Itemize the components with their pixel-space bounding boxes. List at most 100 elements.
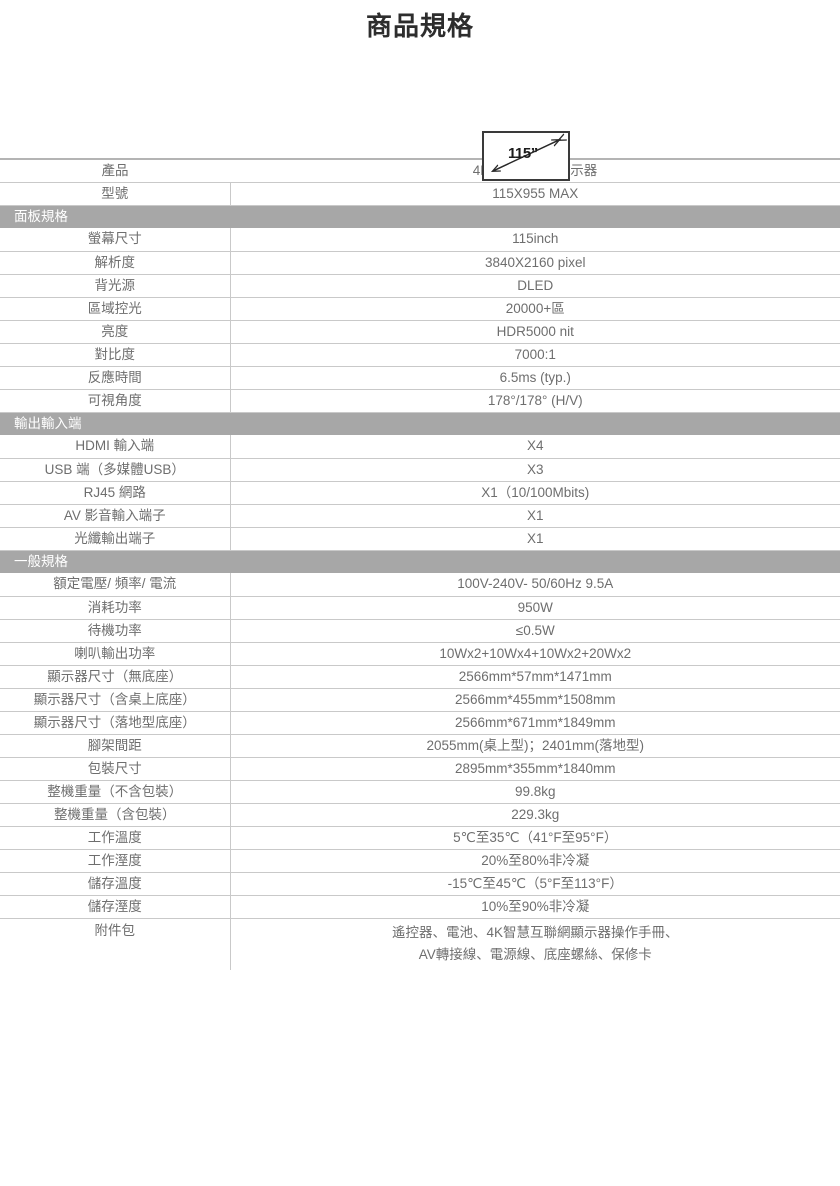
spec-label: 螢幕尺寸 — [0, 228, 230, 252]
table-row: HDMI 輸入端 X4 — [0, 435, 840, 459]
spec-value: 遙控器、電池、4K智慧互聯網顯示器操作手冊、 AV轉接線、電源線、底座螺絲、保修卡 — [229, 918, 840, 970]
spec-value: 950W — [229, 596, 840, 620]
table-row: 儲存溼度 10%至90%非冷凝 — [0, 895, 840, 919]
spec-value: 2895mm*355mm*1840mm — [229, 757, 840, 781]
spec-value: 2566mm*671mm*1849mm — [229, 711, 840, 735]
table-row: 顯示器尺寸（含桌上底座） 2566mm*455mm*1508mm — [0, 688, 840, 712]
spec-value: DLED — [229, 274, 840, 298]
table-row: 附件包 遙控器、電池、4K智慧互聯網顯示器操作手冊、 AV轉接線、電源線、底座螺絲、… — [0, 918, 840, 970]
spec-value: HDR5000 nit — [229, 320, 840, 344]
table-row: 亮度 HDR5000 nit — [0, 320, 840, 344]
spec-label: 對比度 — [0, 343, 230, 367]
table-row: USB 端（多媒體USB） X3 — [0, 458, 840, 482]
spec-value: 115inch — [229, 228, 840, 252]
spec-label: 消耗功率 — [0, 596, 230, 620]
table-row: 解析度 3840X2160 pixel — [0, 251, 840, 275]
spec-value: 7000:1 — [229, 343, 840, 367]
table-row: 包裝尺寸 2895mm*355mm*1840mm — [0, 757, 840, 781]
spec-label: 光纖輸出端子 — [0, 527, 230, 551]
table-row: 顯示器尺寸（無底座） 2566mm*57mm*1471mm — [0, 665, 840, 689]
spec-label: 包裝尺寸 — [0, 757, 230, 781]
table-row: 光纖輸出端子 X1 — [0, 527, 840, 551]
table-row: 腳架間距 2055mm(桌上型)；2401mm(落地型) — [0, 734, 840, 758]
spec-label: 可視角度 — [0, 389, 230, 413]
spec-label: 區域控光 — [0, 297, 230, 321]
spec-label: 背光源 — [0, 274, 230, 298]
table-row: 型號 115X955 MAX — [0, 182, 840, 206]
table-row: 整機重量（含包裝） 229.3kg — [0, 803, 840, 827]
table-row: 待機功率 ≤0.5W — [0, 619, 840, 643]
diagram-area: 115” — [0, 43, 840, 181]
spec-value: X3 — [229, 458, 840, 482]
spec-label: AV 影音輸入端子 — [0, 504, 230, 528]
spec-value: X1（10/100Mbits) — [229, 481, 840, 505]
specification-table: 產品4K智慧互聯網顯示器型號115X955 MAX面板規格螢幕尺寸115inch… — [0, 158, 840, 970]
spec-label: RJ45 網路 — [0, 481, 230, 505]
section-header-row: 面板規格 — [0, 205, 840, 228]
spec-label: 工作溫度 — [0, 826, 230, 850]
table-row: 可視角度 178°/178° (H/V) — [0, 389, 840, 413]
spec-label: 喇叭輸出功率 — [0, 642, 230, 666]
screen-size-diagram: 115” — [482, 131, 570, 181]
table-row: 額定電壓/ 頻率/ 電流 100V-240V- 50/60Hz 9.5A — [0, 573, 840, 597]
spec-label: 額定電壓/ 頻率/ 電流 — [0, 573, 230, 597]
spec-label: 反應時間 — [0, 366, 230, 390]
spec-label: 整機重量（含包裝） — [0, 803, 230, 827]
table-row: 反應時間 6.5ms (typ.) — [0, 366, 840, 390]
spec-value: X1 — [229, 527, 840, 551]
section-header-label: 一般規格 — [0, 550, 840, 573]
spec-value: 178°/178° (H/V) — [229, 389, 840, 413]
spec-value: 10%至90%非冷凝 — [229, 895, 840, 919]
spec-label: 整機重量（不含包裝） — [0, 780, 230, 804]
table-row: RJ45 網路 X1（10/100Mbits) — [0, 481, 840, 505]
spec-value: -15℃至45℃（5°F至113°F） — [229, 872, 840, 896]
section-header-row: 輸出輸入端 — [0, 412, 840, 435]
table-row: 整機重量（不含包裝） 99.8kg — [0, 780, 840, 804]
spec-label: 腳架間距 — [0, 734, 230, 758]
table-row: 儲存溫度 -15℃至45℃（5°F至113°F） — [0, 872, 840, 896]
table-row: AV 影音輸入端子 X1 — [0, 504, 840, 528]
diagonal-arrow-icon — [484, 133, 568, 179]
spec-value: 115X955 MAX — [229, 182, 840, 206]
table-row: 背光源 DLED — [0, 274, 840, 298]
spec-label: 附件包 — [94, 922, 136, 938]
spec-sheet-page: 商品規格 115” 產品4K智慧互聯網顯示器型號115X955 MAX面板規格螢… — [0, 9, 840, 970]
table-row: 螢幕尺寸 115inch — [0, 228, 840, 252]
table-row: 產品4K智慧互聯網顯示器 — [0, 159, 840, 183]
spec-value: 6.5ms (typ.) — [229, 366, 840, 390]
spec-value: ≤0.5W — [229, 619, 840, 643]
section-header-label: 輸出輸入端 — [0, 412, 840, 435]
spec-value: 229.3kg — [229, 803, 840, 827]
spec-label: HDMI 輸入端 — [0, 435, 230, 459]
spec-label: 解析度 — [0, 251, 230, 275]
spec-value: 10Wx2+10Wx4+10Wx2+20Wx2 — [229, 642, 840, 666]
table-row: 喇叭輸出功率 10Wx2+10Wx4+10Wx2+20Wx2 — [0, 642, 840, 666]
spec-value: X1 — [229, 504, 840, 528]
spec-table-body: 產品4K智慧互聯網顯示器型號115X955 MAX面板規格螢幕尺寸115inch… — [0, 159, 840, 970]
screen-size-label: 115” — [508, 145, 538, 162]
spec-value: 2055mm(桌上型)；2401mm(落地型) — [229, 734, 840, 758]
spec-label: 顯示器尺寸（含桌上底座） — [0, 688, 230, 712]
spec-label: 儲存溼度 — [0, 895, 230, 919]
page-title: 商品規格 — [365, 11, 474, 41]
spec-label: 待機功率 — [0, 619, 230, 643]
spec-label: 型號 — [0, 182, 230, 206]
spec-value: 2566mm*57mm*1471mm — [229, 665, 840, 689]
spec-label: 儲存溫度 — [0, 872, 230, 896]
spec-label: 顯示器尺寸（無底座） — [0, 665, 230, 689]
table-row: 對比度 7000:1 — [0, 343, 840, 367]
spec-value: 2566mm*455mm*1508mm — [229, 688, 840, 712]
spec-value: 100V-240V- 50/60Hz 9.5A — [229, 573, 840, 597]
spec-value: 99.8kg — [229, 780, 840, 804]
spec-label: 亮度 — [0, 320, 230, 344]
spec-value: 3840X2160 pixel — [229, 251, 840, 275]
spec-value: 5℃至35℃（41°F至95°F） — [229, 826, 840, 850]
table-row: 工作溫度 5℃至35℃（41°F至95°F） — [0, 826, 840, 850]
section-header-label: 面板規格 — [0, 205, 840, 228]
spec-value: 20%至80%非冷凝 — [229, 849, 840, 873]
spec-label: USB 端（多媒體USB） — [0, 458, 230, 482]
spec-label: 顯示器尺寸（落地型底座） — [0, 711, 230, 735]
table-row: 區域控光 20000+區 — [0, 297, 840, 321]
table-row: 消耗功率 950W — [0, 596, 840, 620]
spec-value: 20000+區 — [229, 297, 840, 321]
